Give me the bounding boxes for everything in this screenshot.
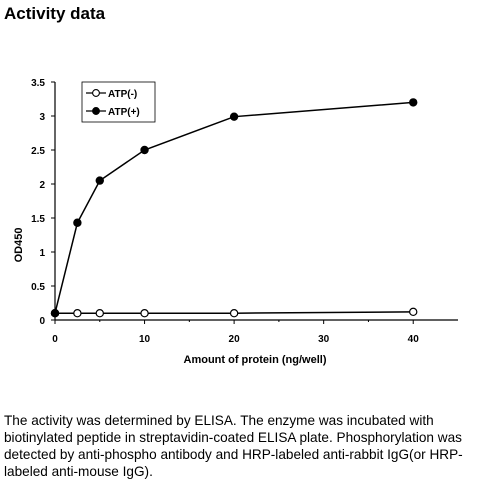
legend-marker: [92, 107, 100, 115]
data-point: [95, 308, 104, 318]
data-point: [73, 218, 82, 227]
y-tick-label: 2: [39, 180, 45, 191]
data-point: [50, 308, 60, 318]
y-tick-label: 3.5: [31, 78, 45, 89]
series-1: [50, 307, 418, 318]
activity-chart: 0 10 20 30 40 0 0.5 1 1.5 2 2.5 3 3.5 ATP(-) ATP(+) O…: [13, 78, 458, 366]
x-tick-label: 40: [408, 334, 420, 345]
data-point: [229, 112, 239, 121]
x-tick-label: 10: [139, 334, 151, 345]
y-tick-label: 1: [39, 248, 45, 259]
chart-series: [50, 98, 418, 318]
x-tick-label: 20: [229, 334, 241, 345]
data-point: [73, 308, 82, 318]
data-point: [409, 98, 418, 107]
y-tick-label: 2.5: [31, 146, 45, 157]
data-point: [409, 307, 418, 317]
data-point: [229, 308, 239, 318]
chart-legend: ATP(-) ATP(+): [81, 81, 156, 123]
chart-axes: 0 10 20 30 40 0 0.5 1 1.5 2 2.5 3 3.5: [31, 78, 458, 345]
y-tick-label: 0: [39, 316, 45, 327]
y-tick-label: 1.5: [31, 214, 45, 225]
y-tick-label: 3: [39, 112, 45, 123]
legend-marker: [92, 89, 100, 97]
chart-caption: The activity was determined by ELISA. Th…: [4, 413, 463, 479]
x-tick-label: 30: [318, 334, 330, 345]
series-line: [54, 101, 414, 314]
data-point: [140, 145, 149, 155]
legend-label: ATP(+): [108, 107, 140, 118]
series-2: [50, 98, 418, 318]
data-point: [140, 308, 149, 318]
page-title: Activity data: [4, 4, 106, 23]
y-axis-label: OD450: [13, 228, 25, 263]
x-axis-label: Amount of protein (ng/well): [184, 354, 327, 366]
legend-label: ATP(-): [108, 89, 137, 100]
y-tick-label: 0.5: [31, 282, 45, 293]
legend-box: [81, 81, 156, 123]
data-point: [95, 176, 104, 185]
x-tick-label: 0: [52, 334, 58, 345]
